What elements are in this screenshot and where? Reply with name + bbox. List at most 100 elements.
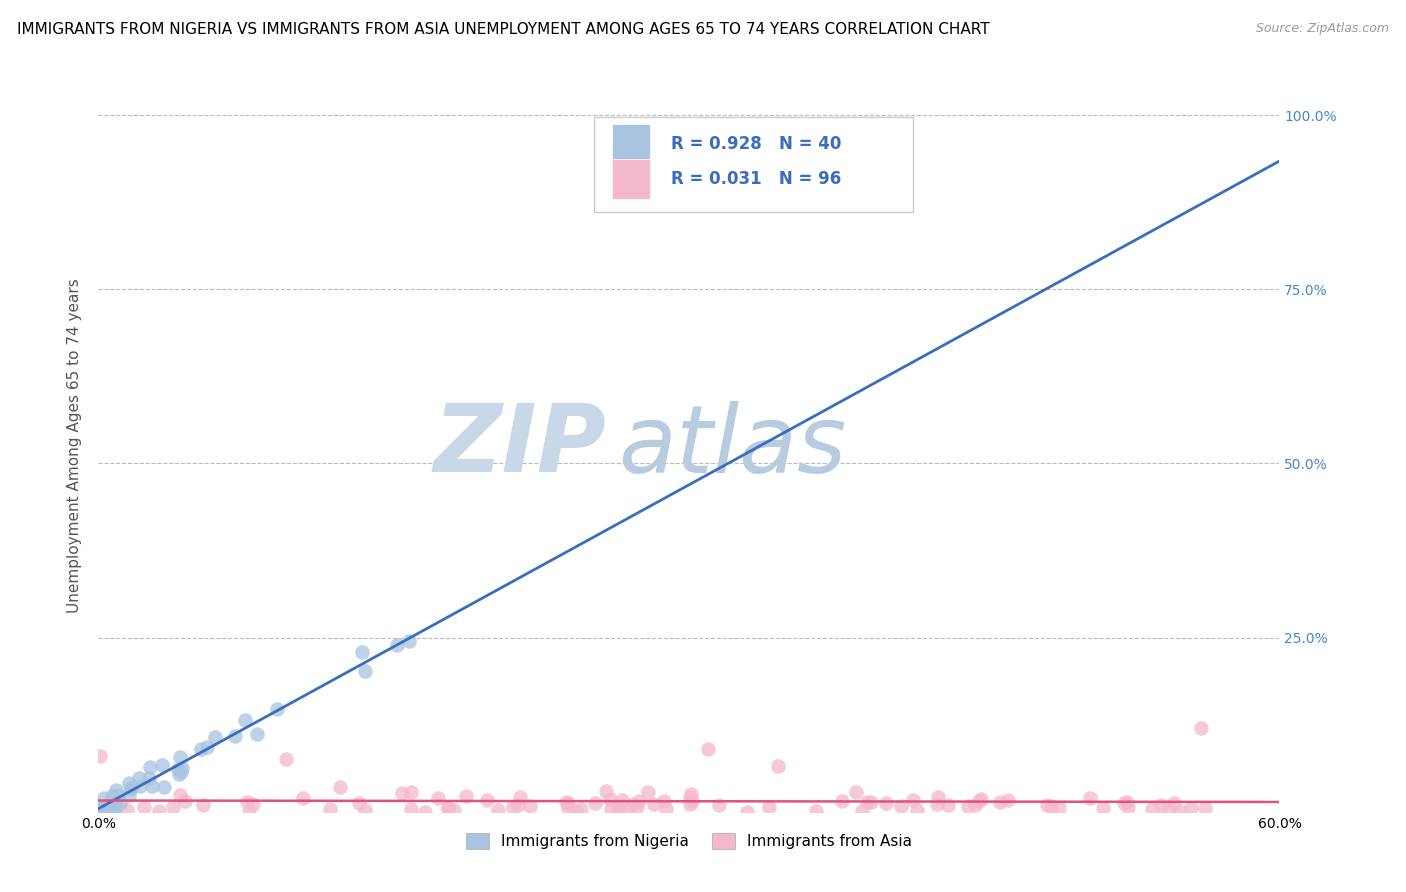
Point [170, 765, 193, 780]
Point [565, 805, 588, 819]
Point [554, 795, 576, 809]
Point [997, 793, 1019, 807]
Point [1114, 796, 1136, 810]
Point [89, 749, 111, 764]
FancyBboxPatch shape [612, 159, 650, 199]
Point [401, 802, 423, 816]
Point [197, 739, 219, 754]
Point [115, 803, 138, 817]
Point [927, 790, 949, 805]
Point [890, 799, 912, 814]
Point [1157, 804, 1180, 818]
Point [162, 799, 184, 814]
Point [128, 772, 150, 786]
Point [354, 664, 377, 678]
FancyBboxPatch shape [612, 124, 650, 164]
Point [1168, 805, 1191, 819]
Point [1036, 797, 1059, 812]
Point [637, 785, 659, 799]
Point [274, 752, 297, 766]
Point [970, 791, 993, 805]
Point [1078, 791, 1101, 805]
Point [831, 794, 853, 808]
Y-axis label: Unemployment Among Ages 65 to 74 years: Unemployment Among Ages 65 to 74 years [66, 278, 82, 614]
Point [172, 761, 194, 775]
Point [502, 800, 524, 814]
Point [681, 794, 703, 808]
Point [1189, 721, 1212, 735]
Point [107, 788, 129, 802]
Point [600, 802, 623, 816]
Point [169, 750, 191, 764]
Point [169, 767, 191, 781]
Point [93, 791, 115, 805]
Point [1116, 799, 1139, 814]
Point [696, 742, 718, 756]
Point [627, 794, 650, 808]
Point [139, 760, 162, 774]
Point [204, 731, 226, 745]
Point [138, 771, 160, 785]
Text: atlas: atlas [619, 401, 846, 491]
Point [233, 713, 256, 727]
Point [398, 633, 420, 648]
Point [105, 782, 128, 797]
Point [652, 793, 675, 807]
Point [173, 794, 195, 808]
Point [319, 801, 342, 815]
Text: IMMIGRANTS FROM NIGERIA VS IMMIGRANTS FROM ASIA UNEMPLOYMENT AMONG AGES 65 TO 74: IMMIGRANTS FROM NIGERIA VS IMMIGRANTS FR… [17, 22, 990, 37]
Point [118, 788, 141, 802]
Point [108, 796, 131, 810]
Point [120, 780, 142, 795]
Point [607, 799, 630, 814]
Point [1163, 796, 1185, 810]
Point [93, 805, 115, 819]
Point [860, 795, 883, 809]
Point [477, 793, 499, 807]
Text: ZIP: ZIP [433, 400, 606, 492]
Legend: Immigrants from Nigeria, Immigrants from Asia: Immigrants from Nigeria, Immigrants from… [460, 827, 918, 855]
Point [988, 795, 1011, 809]
Point [246, 727, 269, 741]
Point [679, 789, 702, 804]
Point [224, 729, 246, 743]
Point [758, 800, 780, 814]
Text: Source: ZipAtlas.com: Source: ZipAtlas.com [1256, 22, 1389, 36]
Point [679, 787, 702, 801]
Point [329, 780, 352, 795]
Point [957, 799, 980, 814]
Point [1194, 801, 1216, 815]
Point [1039, 799, 1062, 814]
Point [167, 762, 190, 776]
Point [238, 804, 260, 818]
Point [141, 779, 163, 793]
Point [1091, 801, 1114, 815]
Point [583, 796, 606, 810]
Point [191, 798, 214, 813]
Point [599, 792, 621, 806]
Point [236, 795, 259, 809]
Point [967, 794, 990, 808]
Point [806, 804, 828, 818]
Point [105, 795, 128, 809]
Point [169, 789, 191, 803]
Point [427, 791, 450, 805]
Point [626, 800, 648, 814]
Point [609, 805, 631, 819]
Point [1116, 795, 1139, 809]
Point [621, 797, 644, 812]
Point [347, 796, 370, 810]
Point [437, 801, 460, 815]
Point [845, 785, 868, 799]
Point [391, 786, 413, 800]
Point [437, 801, 460, 815]
Point [965, 797, 987, 812]
Point [679, 797, 702, 812]
Point [385, 638, 408, 652]
Point [1150, 797, 1173, 812]
Point [103, 791, 125, 805]
Point [399, 784, 422, 798]
Point [486, 803, 509, 817]
Point [936, 797, 959, 812]
Point [454, 789, 477, 803]
